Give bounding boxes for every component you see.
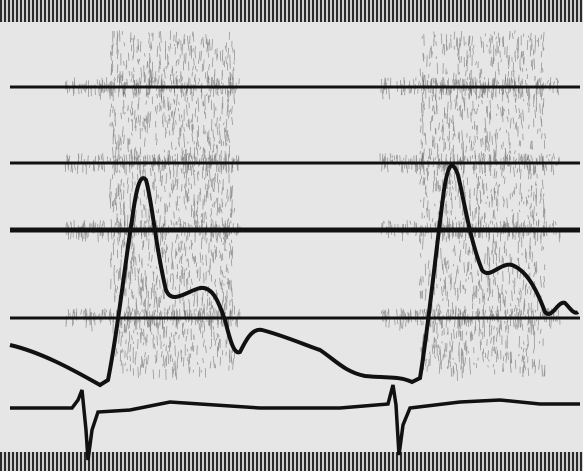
page: (() => { const svg = document.getElement… [0,0,583,471]
top-time-strip [0,0,583,22]
recording [0,0,583,471]
